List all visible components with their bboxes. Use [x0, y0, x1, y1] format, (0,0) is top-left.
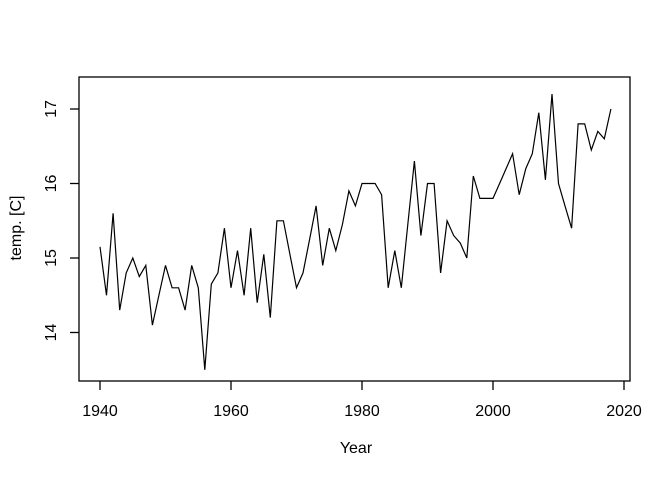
y-axis-title: temp. [C] — [8, 196, 25, 261]
x-tick-label: 1960 — [213, 403, 249, 420]
y-axis: 14 15 16 17 — [43, 100, 79, 341]
x-axis: 1940 1960 1980 2000 2020 — [82, 381, 642, 420]
y-tick-label: 16 — [43, 175, 60, 193]
y-tick-label: 14 — [43, 324, 60, 342]
x-tick-label: 1940 — [82, 403, 118, 420]
x-tick-label: 2020 — [606, 403, 642, 420]
plot-box — [78, 76, 631, 382]
x-axis-title: Year — [340, 440, 373, 457]
x-tick-label: 2000 — [475, 403, 511, 420]
temperature-series-line — [99, 94, 612, 370]
x-tick-label: 1980 — [344, 403, 380, 420]
y-tick-label: 15 — [43, 249, 60, 267]
y-tick-label: 17 — [43, 100, 60, 118]
